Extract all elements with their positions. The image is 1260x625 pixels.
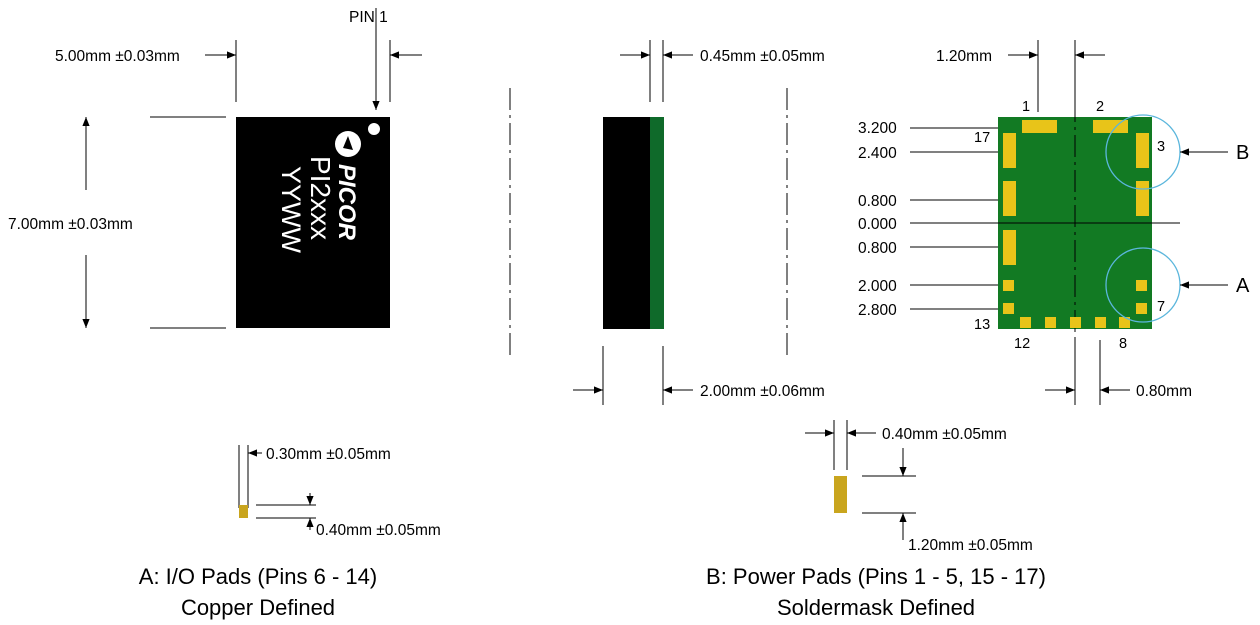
pin1-marker [368,123,380,135]
detail-b-pad [834,476,847,513]
side-view [573,40,693,405]
side-body [603,117,651,329]
package-marking: PICOR PI2xxx YYWW [276,131,361,254]
date-code: YYWW [276,166,306,254]
callout-b-label: B [1236,142,1249,164]
pitch-top-dimension: 1.20mm [936,48,992,65]
detail-a-subcaption: Copper Defined [181,595,335,620]
detail-a-pad [239,505,248,518]
pin1-label: PIN 1 [349,9,388,26]
detail-b [805,420,916,540]
y-scale-label: 0.800 [858,193,897,210]
y-scale-label: 3.200 [858,120,897,137]
lead-dimension: 0.45mm ±0.05mm [700,48,825,65]
y-scale-label: 2.000 [858,278,897,295]
package-body [236,117,390,328]
pin-label: 3 [1157,139,1165,155]
height-dimension: 7.00mm ±0.03mm [8,216,133,233]
detail-a [238,445,316,530]
side-lead [650,117,664,329]
detail-a-width: 0.30mm ±0.05mm [266,446,391,463]
detail-b-caption: B: Power Pads (Pins 1 - 5, 15 - 17) [706,564,1046,589]
width-dimension: 5.00mm ±0.03mm [55,48,180,65]
logo-text: PICOR [333,164,360,241]
detail-b-width: 0.40mm ±0.05mm [882,426,1007,443]
pin-label: 8 [1119,336,1127,352]
part-number: PI2xxx [305,156,336,240]
pin-label: 7 [1157,299,1165,315]
top-view [82,8,422,329]
detail-b-height: 1.20mm ±0.05mm [908,537,1033,554]
detail-a-height: 0.40mm ±0.05mm [316,522,441,539]
pin-label: 17 [974,130,990,146]
y-scale-label: 2.400 [858,145,897,162]
y-scale-label: 2.800 [858,302,897,319]
detail-b-subcaption: Soldermask Defined [777,595,975,620]
y-scale-label: 0.000 [858,216,897,233]
callout-a-label: A [1236,275,1250,297]
y-scale-label: 0.800 [858,240,897,257]
pin-label: 12 [1014,336,1030,352]
pin-label: 2 [1096,99,1104,115]
pin-label: 13 [974,317,990,333]
detail-a-caption: A: I/O Pads (Pins 6 - 14) [139,564,377,589]
thickness-dimension: 2.00mm ±0.06mm [700,383,825,400]
pin-label: 1 [1022,99,1030,115]
pitch-bottom-dimension: 0.80mm [1136,383,1192,400]
